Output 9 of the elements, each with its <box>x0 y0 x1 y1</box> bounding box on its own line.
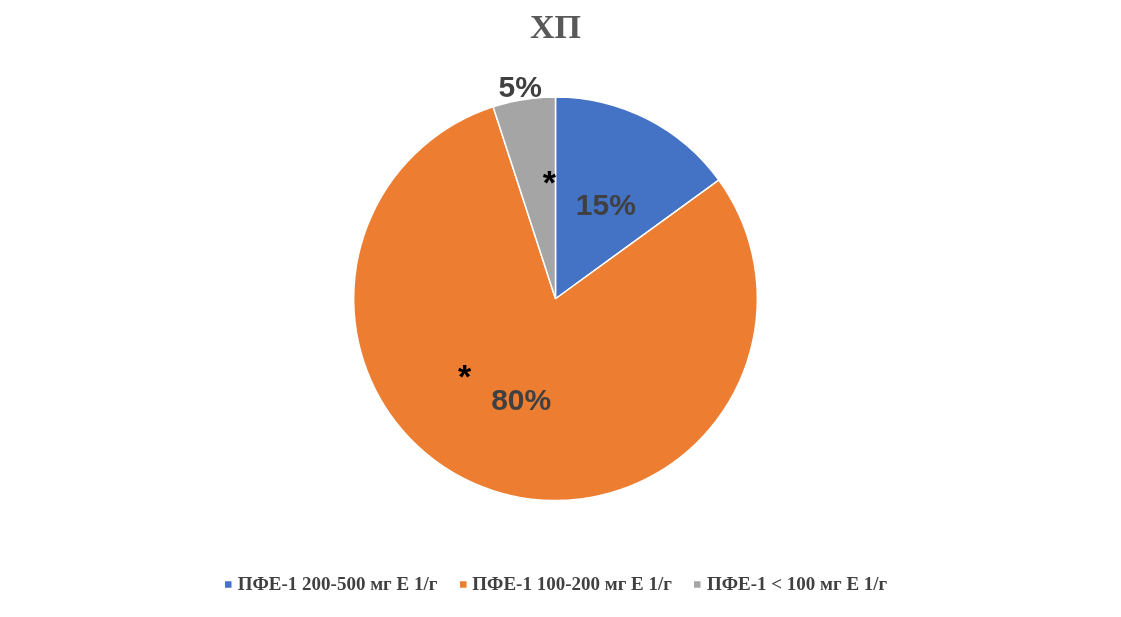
chart-title: ХП <box>530 7 581 45</box>
legend-label: ПФЕ-1 100-200 мг Е 1/г <box>472 573 672 595</box>
data-label: 80% <box>491 382 552 416</box>
data-label: 15% <box>575 188 636 222</box>
data-label: 5% <box>498 70 542 104</box>
text: * <box>458 357 473 396</box>
legend-label: ПФЕ-1 < 100 мг Е 1/г <box>706 573 888 595</box>
text: * <box>542 162 557 201</box>
legend-label: ПФЕ-1 200-500 мг Е 1/г <box>237 573 438 595</box>
